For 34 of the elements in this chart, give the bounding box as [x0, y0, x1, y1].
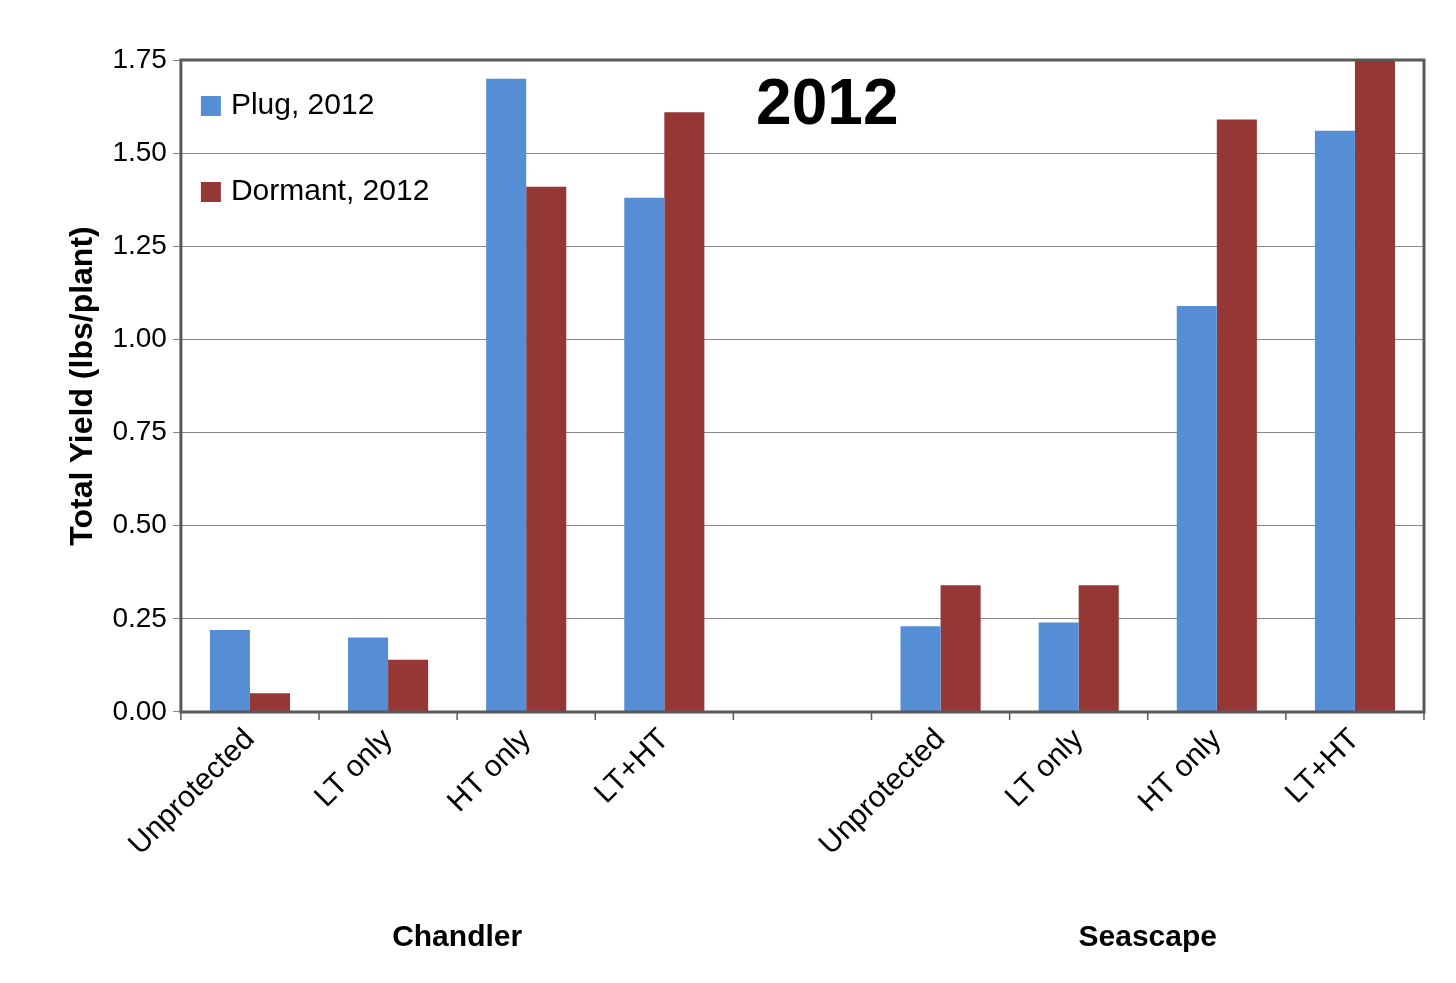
- y-tick-label: 1.00: [112, 322, 167, 354]
- legend-label: Plug, 2012: [230, 87, 375, 121]
- y-tick-label: 0.00: [112, 694, 167, 726]
- y-tick-label: 1.50: [112, 135, 167, 167]
- y-axis-title: Total Yield (lbs/plant): [63, 226, 100, 546]
- bar: [624, 197, 665, 712]
- bar: [1078, 585, 1119, 712]
- x-tick-label: LT only: [997, 721, 1089, 813]
- bar: [940, 585, 981, 712]
- bar: [388, 659, 429, 712]
- y-tick-label: 1.75: [112, 42, 167, 74]
- bar: [526, 186, 567, 712]
- bar: [1354, 60, 1395, 712]
- bar: [1216, 119, 1257, 712]
- x-tick-label: LT only: [307, 721, 399, 813]
- legend-label: Dormant, 2012: [230, 173, 430, 207]
- chart-title: 2012: [756, 65, 899, 138]
- x-tick-label: HT only: [1130, 721, 1227, 818]
- text: Chandler: [392, 919, 523, 953]
- bar: [348, 637, 389, 712]
- text: Seascape: [1078, 919, 1217, 953]
- y-tick-label: 0.75: [112, 415, 167, 447]
- y-tick-label: 0.50: [112, 508, 167, 540]
- bar: [486, 78, 527, 712]
- bar: [1038, 622, 1079, 712]
- bar: [1176, 305, 1217, 712]
- bar: [209, 630, 250, 712]
- bar: [900, 626, 941, 712]
- bar: [664, 112, 705, 712]
- y-tick-label: 0.25: [112, 601, 167, 633]
- y-tick-label: 1.25: [112, 229, 167, 260]
- x-tick-label: HT only: [440, 721, 537, 818]
- bar: [1314, 130, 1355, 712]
- bar: [249, 693, 291, 712]
